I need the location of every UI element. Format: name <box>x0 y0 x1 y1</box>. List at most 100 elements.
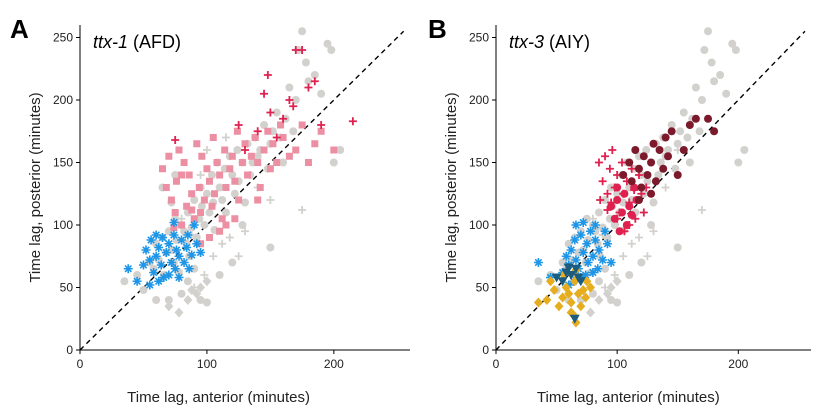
data-point <box>601 264 610 273</box>
data-point <box>177 289 186 298</box>
data-point <box>202 298 211 307</box>
data-point <box>317 121 326 129</box>
data-point <box>120 277 129 286</box>
data-point <box>260 146 268 154</box>
data-point <box>151 251 161 261</box>
data-point <box>158 233 167 242</box>
data-point <box>716 71 725 79</box>
data-point <box>190 215 198 223</box>
data-point <box>292 146 300 154</box>
data-point <box>238 159 246 166</box>
data-point <box>254 196 262 204</box>
data-point <box>639 152 648 161</box>
data-point <box>317 89 326 98</box>
data-point <box>618 208 626 217</box>
data-point <box>198 152 206 160</box>
data-point <box>710 127 719 136</box>
data-point <box>156 260 166 270</box>
data-point <box>598 177 607 186</box>
data-point <box>273 159 281 166</box>
data-point <box>740 146 749 154</box>
data-point <box>228 152 236 160</box>
data-point <box>192 239 202 249</box>
data-point <box>184 264 194 274</box>
data-point <box>622 221 631 229</box>
data-point <box>594 245 604 255</box>
data-point <box>247 152 255 160</box>
data-point <box>266 108 275 117</box>
data-point <box>619 198 628 207</box>
data-point <box>171 136 180 144</box>
data-point <box>233 146 242 154</box>
data-point <box>187 250 197 260</box>
data-point <box>164 301 174 312</box>
y-axis-title: Time lag, posterior (minutes) <box>443 92 460 282</box>
data-point <box>330 146 338 154</box>
x-tick-label: 100 <box>607 357 627 371</box>
data-point <box>189 220 199 230</box>
data-point <box>673 139 682 148</box>
data-point <box>272 133 281 142</box>
data-point <box>141 245 151 255</box>
data-point <box>581 292 591 303</box>
data-point <box>619 171 628 179</box>
data-point <box>588 268 598 277</box>
data-point <box>234 252 243 261</box>
data-point <box>164 239 174 249</box>
data-point <box>209 134 217 141</box>
data-point <box>221 208 230 217</box>
data-point <box>647 189 656 198</box>
data-point <box>610 214 619 223</box>
data-point <box>630 183 639 192</box>
data-point <box>226 165 234 173</box>
series-gray-diamond <box>164 276 212 318</box>
y-tick-label: 200 <box>469 93 489 107</box>
data-point <box>196 248 206 257</box>
x-tick-label: 200 <box>728 357 748 371</box>
data-point <box>177 235 187 245</box>
data-point <box>533 258 543 267</box>
data-point <box>310 77 319 86</box>
data-point <box>578 285 588 295</box>
data-point <box>606 282 616 293</box>
data-point <box>679 146 688 154</box>
series-blue-asterisk <box>123 218 206 290</box>
data-point <box>241 146 249 154</box>
data-point <box>566 271 577 280</box>
data-point <box>625 158 634 167</box>
data-point <box>164 296 173 304</box>
data-point <box>610 271 619 279</box>
data-point <box>154 243 164 252</box>
panel-title: ttx-3 (AIY) <box>509 32 590 52</box>
data-point <box>613 298 622 307</box>
data-point <box>187 285 197 295</box>
data-point <box>166 258 176 267</box>
data-point <box>216 171 224 179</box>
x-axis-title: Time lag, anterior (minutes) <box>537 389 720 406</box>
data-point <box>671 164 680 173</box>
data-point <box>554 301 564 312</box>
y-tick-label: 100 <box>469 218 489 232</box>
data-point <box>673 243 682 252</box>
data-point <box>159 273 169 282</box>
data-point <box>133 271 142 279</box>
data-point <box>200 196 208 204</box>
data-point <box>610 221 619 229</box>
data-point <box>266 165 274 173</box>
data-point <box>647 158 656 167</box>
data-point <box>627 239 636 248</box>
data-point <box>655 146 664 154</box>
data-point <box>205 234 213 241</box>
data-point <box>196 171 205 179</box>
data-point <box>323 39 332 48</box>
data-point <box>285 152 293 160</box>
data-point <box>298 27 307 36</box>
data-point <box>179 258 189 267</box>
data-point <box>205 177 213 185</box>
data-point <box>183 230 193 240</box>
data-point <box>205 208 214 217</box>
data-point <box>679 108 688 117</box>
data-point <box>139 286 148 294</box>
data-point <box>183 277 192 286</box>
data-point <box>564 288 574 299</box>
